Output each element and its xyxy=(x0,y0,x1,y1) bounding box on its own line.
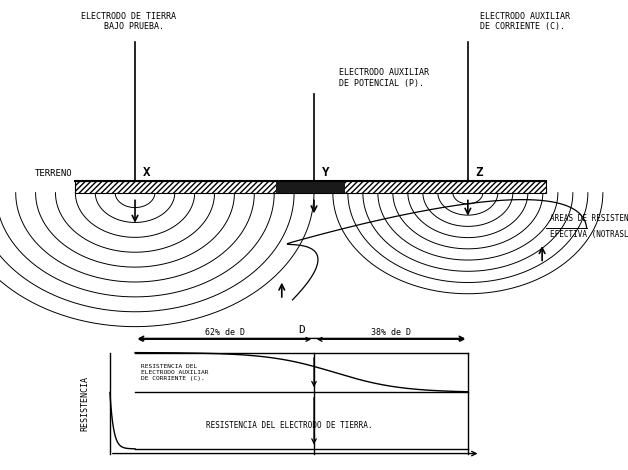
Bar xyxy=(276,181,345,193)
Bar xyxy=(75,181,546,193)
Text: AREAS DE RESISTENCIA: AREAS DE RESISTENCIA xyxy=(550,214,628,223)
Bar xyxy=(75,181,546,193)
Text: Y: Y xyxy=(322,166,329,179)
Text: RESISTENCIA DEL ELECTRODO DE TIERRA.: RESISTENCIA DEL ELECTRODO DE TIERRA. xyxy=(205,421,372,430)
Text: RESISTENCIA DEL
ELECTRODO AUXILIAR
DE CORRIENTE (C).: RESISTENCIA DEL ELECTRODO AUXILIAR DE CO… xyxy=(141,364,208,381)
Text: ELECTRODO AUXILIAR
DE CORRIENTE (C).: ELECTRODO AUXILIAR DE CORRIENTE (C). xyxy=(480,12,570,31)
Text: RESISTENCIA: RESISTENCIA xyxy=(80,376,89,431)
Text: 62% de D: 62% de D xyxy=(205,328,244,337)
Text: EFECTIVA (NOTRASLAPADAS: EFECTIVA (NOTRASLAPADAS xyxy=(550,230,628,239)
Text: TERRENO: TERRENO xyxy=(35,169,72,178)
Text: ELECTRODO DE TIERRA
  BAJO PRUEBA.: ELECTRODO DE TIERRA BAJO PRUEBA. xyxy=(81,12,176,31)
Text: 38% de D: 38% de D xyxy=(371,328,411,337)
Text: Z: Z xyxy=(475,166,483,179)
Text: D: D xyxy=(298,325,305,335)
Text: X: X xyxy=(143,166,150,179)
Text: ELECTRODO AUXILIAR
DE POTENCIAL (P).: ELECTRODO AUXILIAR DE POTENCIAL (P). xyxy=(339,68,429,87)
